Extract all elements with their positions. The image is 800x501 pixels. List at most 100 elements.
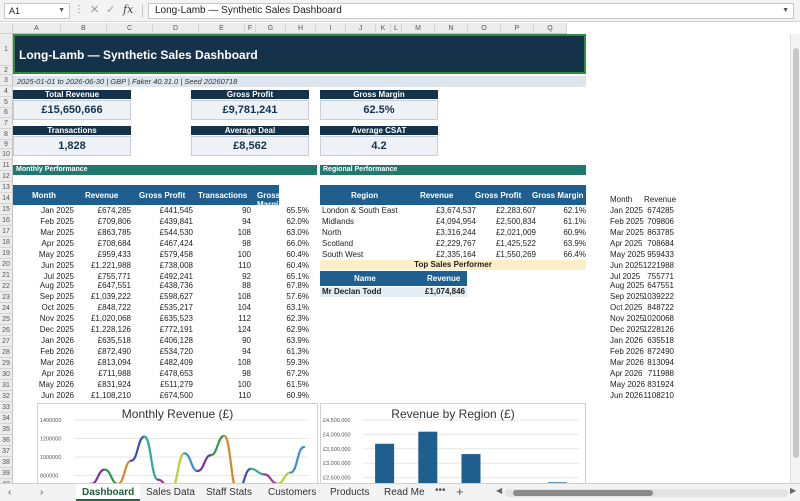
table-row[interactable]: Apr 2025 £708,684 £467,424 98 66.0%: [13, 238, 317, 249]
row-header[interactable]: 18: [0, 237, 13, 248]
table-row[interactable]: Jan 2026 635518: [610, 335, 680, 346]
scroll-tabs-left-icon[interactable]: ‹: [8, 487, 12, 498]
table-row[interactable]: Mar 2026 £813,094 £482,409 108 59.3%: [13, 357, 317, 368]
column-header[interactable]: P: [501, 23, 534, 34]
table-row[interactable]: Jun 2025 1221988: [610, 260, 680, 271]
row-header[interactable]: 13: [0, 182, 13, 193]
column-header[interactable]: D: [153, 23, 199, 34]
insert-function-icon[interactable]: fx: [123, 3, 134, 16]
row-header[interactable]: 31: [0, 380, 13, 391]
column-header[interactable]: K: [376, 23, 391, 34]
row-header[interactable]: 12: [0, 171, 13, 182]
row-header[interactable]: 32: [0, 391, 13, 402]
row-header[interactable]: 35: [0, 424, 13, 435]
row-header[interactable]: 30: [0, 369, 13, 380]
sheet-tab-products[interactable]: Products: [330, 487, 370, 498]
name-box[interactable]: A1 ▼: [4, 3, 70, 19]
row-header[interactable]: 38: [0, 457, 13, 468]
column-header[interactable]: M: [402, 23, 435, 34]
scroll-left-icon[interactable]: ◀: [496, 486, 503, 495]
row-header[interactable]: 16: [0, 215, 13, 226]
table-row[interactable]: Midlands £4,094,954 £2,500,834 61.1%: [320, 216, 586, 227]
row-header[interactable]: 7: [0, 118, 13, 129]
row-header[interactable]: 22: [0, 281, 13, 292]
table-row[interactable]: Jan 2025 674285: [610, 205, 680, 216]
row-header[interactable]: 36: [0, 435, 13, 446]
scroll-right-icon[interactable]: ▶: [790, 486, 797, 495]
row-header[interactable]: 14: [0, 193, 13, 204]
row-header[interactable]: 34: [0, 413, 13, 424]
table-row[interactable]: Apr 2026 £711,988 £478,653 98 67.2%: [13, 368, 317, 379]
row-header[interactable]: 26: [0, 325, 13, 336]
row-header[interactable]: 8: [0, 129, 13, 140]
row-header[interactable]: 19: [0, 248, 13, 259]
row-header[interactable]: 20: [0, 259, 13, 270]
table-row[interactable]: London & South East £3,674,537 £2,283,607 6…: [320, 205, 586, 216]
row-header[interactable]: 37: [0, 446, 13, 457]
column-header[interactable]: J: [346, 23, 376, 34]
table-row[interactable]: Feb 2025 £709,806 £439,841 94 62.0%: [13, 216, 317, 227]
add-sheet-icon[interactable]: +: [456, 484, 464, 499]
table-row[interactable]: Jun 2026 1108210: [610, 390, 680, 401]
more-sheets-icon[interactable]: •••: [435, 485, 446, 496]
table-row[interactable]: Mar 2026 813094: [610, 357, 680, 368]
row-header[interactable]: 9: [0, 140, 13, 149]
column-header[interactable]: C: [107, 23, 153, 34]
table-row[interactable]: Jun 2025 £1,221,988 £738,008 110 60.4%: [13, 260, 317, 271]
sheet-tab-staff-stats[interactable]: Staff Stats: [206, 487, 252, 498]
column-header[interactable]: I: [316, 23, 346, 34]
regional-revenue-chart[interactable]: Revenue by Region (£) £4,500,000 £4,000,0…: [320, 403, 586, 483]
row-header[interactable]: 6: [0, 108, 13, 118]
table-row[interactable]: Apr 2026 711988: [610, 368, 680, 379]
table-row[interactable]: May 2026 831924: [610, 379, 680, 390]
table-row[interactable]: Jun 2026 £1,108,210 £674,500 110 60.9%: [13, 390, 317, 401]
row-header[interactable]: 27: [0, 336, 13, 347]
table-row[interactable]: North £3,316,244 £2,021,009 60.9%: [320, 227, 586, 238]
row-header[interactable]: 23: [0, 292, 13, 303]
table-row[interactable]: Jan 2026 £635,518 £406,128 90 63.9%: [13, 335, 317, 346]
table-row[interactable]: Jul 2025 755771: [610, 271, 680, 282]
sheet-tab-read-me[interactable]: Read Me: [384, 487, 425, 498]
row-header[interactable]: 1: [0, 34, 13, 66]
name-box-dropdown-icon[interactable]: ▼: [58, 7, 65, 14]
row-header[interactable]: 4: [0, 86, 13, 97]
column-header[interactable]: N: [435, 23, 468, 34]
table-row[interactable]: Mar 2025 863785: [610, 227, 680, 238]
table-row[interactable]: Sep 2025 £1,039,222 £598,627 108 57.6%: [13, 291, 317, 302]
column-header[interactable]: Q: [534, 23, 567, 34]
row-header[interactable]: 5: [0, 97, 13, 108]
table-row[interactable]: May 2026 £831,924 £511,279 100 61.5%: [13, 379, 317, 390]
table-row[interactable]: Apr 2025 708684: [610, 238, 680, 249]
table-row[interactable]: Jul 2025 £755,771 £492,241 92 65.1%: [13, 271, 317, 282]
table-row[interactable]: Feb 2025 709806: [610, 216, 680, 227]
column-header[interactable]: A: [13, 23, 61, 34]
title-banner[interactable]: Long-Lamb — Synthetic Sales Dashboard: [13, 34, 586, 74]
column-header[interactable]: E: [199, 23, 245, 34]
vertical-scrollbar[interactable]: [790, 34, 800, 483]
scroll-tabs-right-icon[interactable]: ›: [40, 487, 44, 498]
column-header[interactable]: B: [61, 23, 107, 34]
table-row[interactable]: Mar 2025 £863,785 £544,530 108 63.0%: [13, 227, 317, 238]
table-row[interactable]: Nov 2025 £1,020,068 £635,523 112 62.3%: [13, 313, 317, 324]
table-row[interactable]: South West £2,335,164 £1,550,269 66.4%: [320, 249, 586, 260]
top-performer-row[interactable]: Mr Declan Todd £1,074,846: [320, 287, 467, 297]
column-header[interactable]: F: [245, 23, 256, 34]
table-row[interactable]: Oct 2025 £848,722 £535,217 104 63.1%: [13, 302, 317, 313]
row-header[interactable]: 21: [0, 270, 13, 281]
monthly-revenue-chart[interactable]: Monthly Revenue (£) 1400000 1200000 100000…: [37, 403, 318, 483]
table-row[interactable]: Sep 2025 1039222: [610, 291, 680, 302]
table-row[interactable]: Aug 2025 647551: [610, 280, 680, 291]
row-header[interactable]: 10: [0, 149, 13, 160]
table-row[interactable]: Aug 2025 £647,551 £438,736 88 67.8%: [13, 280, 317, 291]
worksheet-grid[interactable]: Long-Lamb — Synthetic Sales Dashboard 20…: [13, 34, 800, 483]
confirm-icon[interactable]: ✓: [106, 4, 116, 16]
table-row[interactable]: Dec 2025 1228126: [610, 324, 680, 335]
vertical-scroll-thumb[interactable]: [793, 48, 799, 458]
row-header[interactable]: 28: [0, 347, 13, 358]
column-header[interactable]: O: [468, 23, 501, 34]
table-row[interactable]: Oct 2025 848722: [610, 302, 680, 313]
expand-formula-icon[interactable]: ▼: [782, 7, 789, 14]
sheet-tab-sales-data[interactable]: Sales Data: [146, 487, 195, 498]
table-row[interactable]: Scotland £2,229,767 £1,425,522 63.9%: [320, 238, 586, 249]
row-header[interactable]: 33: [0, 402, 13, 413]
